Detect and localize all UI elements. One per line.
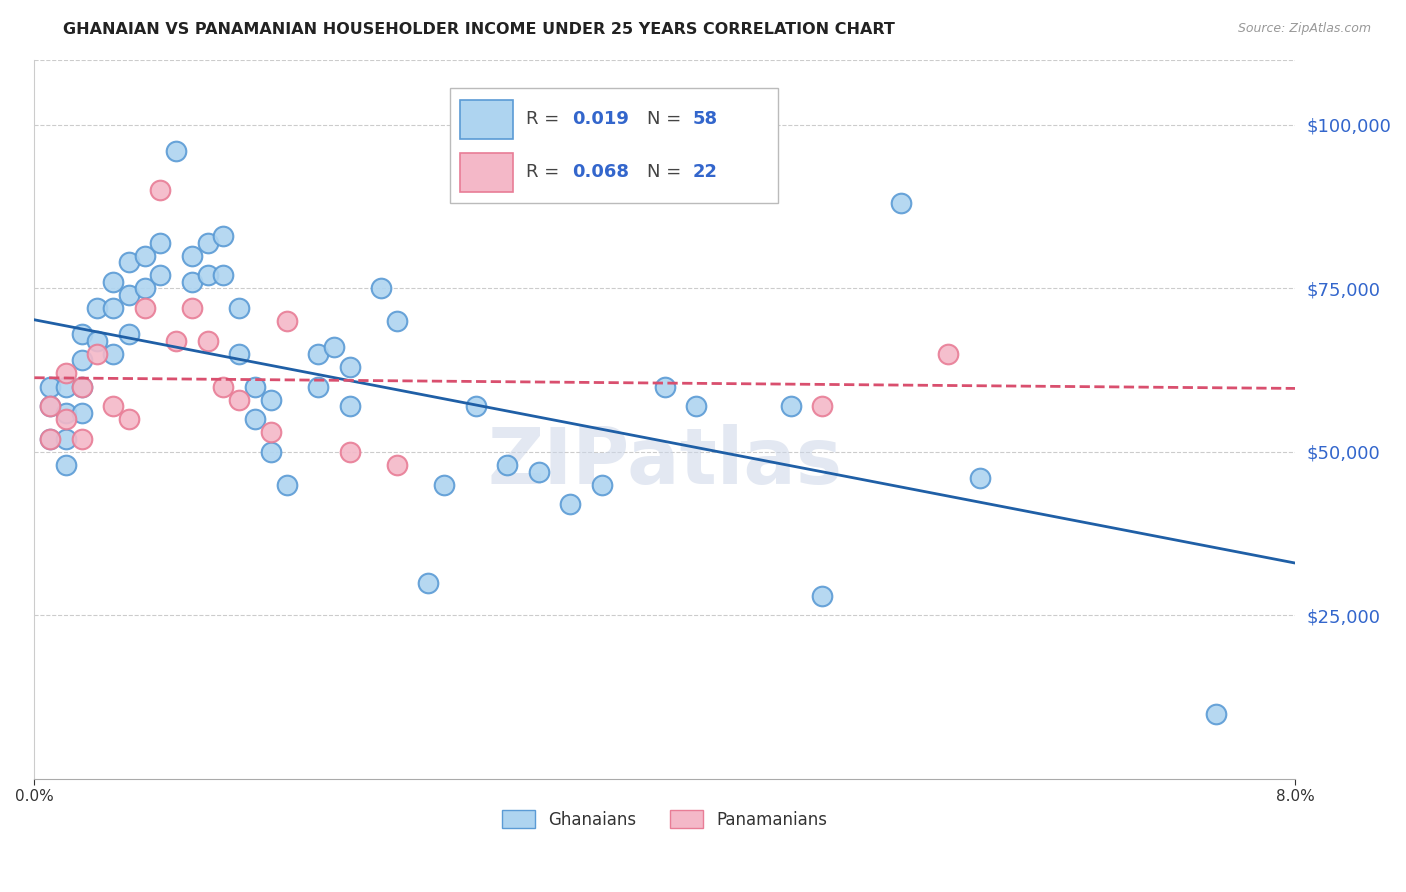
Ghanaians bbox=[779, 399, 801, 413]
Ghanaians bbox=[496, 458, 519, 472]
Panamanians bbox=[260, 425, 283, 440]
Panamanians bbox=[70, 432, 93, 446]
Ghanaians bbox=[134, 281, 156, 295]
Ghanaians bbox=[385, 314, 408, 328]
Panamanians bbox=[228, 392, 250, 407]
Panamanians bbox=[165, 334, 187, 348]
Text: ZIPatlas: ZIPatlas bbox=[488, 425, 842, 500]
Ghanaians bbox=[339, 359, 361, 374]
Ghanaians bbox=[464, 399, 486, 413]
Ghanaians bbox=[149, 268, 172, 283]
Ghanaians bbox=[591, 477, 613, 491]
Ghanaians bbox=[55, 379, 77, 393]
Ghanaians bbox=[370, 281, 392, 295]
Ghanaians bbox=[134, 249, 156, 263]
Ghanaians bbox=[243, 412, 266, 426]
Ghanaians bbox=[181, 249, 204, 263]
Panamanians bbox=[197, 334, 219, 348]
Ghanaians bbox=[276, 477, 298, 491]
Panamanians bbox=[936, 347, 959, 361]
Ghanaians bbox=[307, 379, 329, 393]
Ghanaians bbox=[228, 347, 250, 361]
Ghanaians bbox=[149, 235, 172, 250]
Panamanians bbox=[39, 399, 62, 413]
Ghanaians bbox=[39, 432, 62, 446]
Ghanaians bbox=[181, 275, 204, 289]
Ghanaians bbox=[101, 301, 124, 315]
Text: GHANAIAN VS PANAMANIAN HOUSEHOLDER INCOME UNDER 25 YEARS CORRELATION CHART: GHANAIAN VS PANAMANIAN HOUSEHOLDER INCOM… bbox=[63, 22, 896, 37]
Ghanaians bbox=[118, 327, 141, 342]
Ghanaians bbox=[418, 575, 440, 590]
Panamanians bbox=[149, 183, 172, 197]
Ghanaians bbox=[197, 268, 219, 283]
Ghanaians bbox=[70, 406, 93, 420]
Ghanaians bbox=[243, 379, 266, 393]
Ghanaians bbox=[86, 334, 108, 348]
Ghanaians bbox=[39, 379, 62, 393]
Ghanaians bbox=[307, 347, 329, 361]
Ghanaians bbox=[1205, 706, 1227, 721]
Ghanaians bbox=[527, 465, 550, 479]
Ghanaians bbox=[228, 301, 250, 315]
Ghanaians bbox=[969, 471, 991, 485]
Ghanaians bbox=[55, 458, 77, 472]
Ghanaians bbox=[433, 477, 456, 491]
Panamanians bbox=[70, 379, 93, 393]
Panamanians bbox=[55, 412, 77, 426]
Panamanians bbox=[101, 399, 124, 413]
Panamanians bbox=[118, 412, 141, 426]
Panamanians bbox=[339, 445, 361, 459]
Ghanaians bbox=[101, 347, 124, 361]
Panamanians bbox=[86, 347, 108, 361]
Ghanaians bbox=[560, 497, 582, 511]
Text: Source: ZipAtlas.com: Source: ZipAtlas.com bbox=[1237, 22, 1371, 36]
Ghanaians bbox=[39, 399, 62, 413]
Ghanaians bbox=[118, 255, 141, 269]
Ghanaians bbox=[322, 340, 344, 354]
Ghanaians bbox=[55, 406, 77, 420]
Ghanaians bbox=[212, 229, 235, 244]
Ghanaians bbox=[70, 327, 93, 342]
Legend: Ghanaians, Panamanians: Ghanaians, Panamanians bbox=[495, 804, 834, 835]
Panamanians bbox=[134, 301, 156, 315]
Panamanians bbox=[276, 314, 298, 328]
Ghanaians bbox=[197, 235, 219, 250]
Ghanaians bbox=[118, 288, 141, 302]
Ghanaians bbox=[86, 301, 108, 315]
Ghanaians bbox=[165, 144, 187, 158]
Ghanaians bbox=[685, 399, 707, 413]
Ghanaians bbox=[811, 589, 834, 603]
Ghanaians bbox=[212, 268, 235, 283]
Panamanians bbox=[811, 399, 834, 413]
Panamanians bbox=[181, 301, 204, 315]
Ghanaians bbox=[55, 432, 77, 446]
Ghanaians bbox=[260, 392, 283, 407]
Ghanaians bbox=[70, 379, 93, 393]
Panamanians bbox=[212, 379, 235, 393]
Ghanaians bbox=[339, 399, 361, 413]
Ghanaians bbox=[260, 445, 283, 459]
Ghanaians bbox=[654, 379, 676, 393]
Ghanaians bbox=[101, 275, 124, 289]
Ghanaians bbox=[70, 353, 93, 368]
Panamanians bbox=[385, 458, 408, 472]
Panamanians bbox=[39, 432, 62, 446]
Ghanaians bbox=[890, 196, 912, 211]
Panamanians bbox=[55, 367, 77, 381]
